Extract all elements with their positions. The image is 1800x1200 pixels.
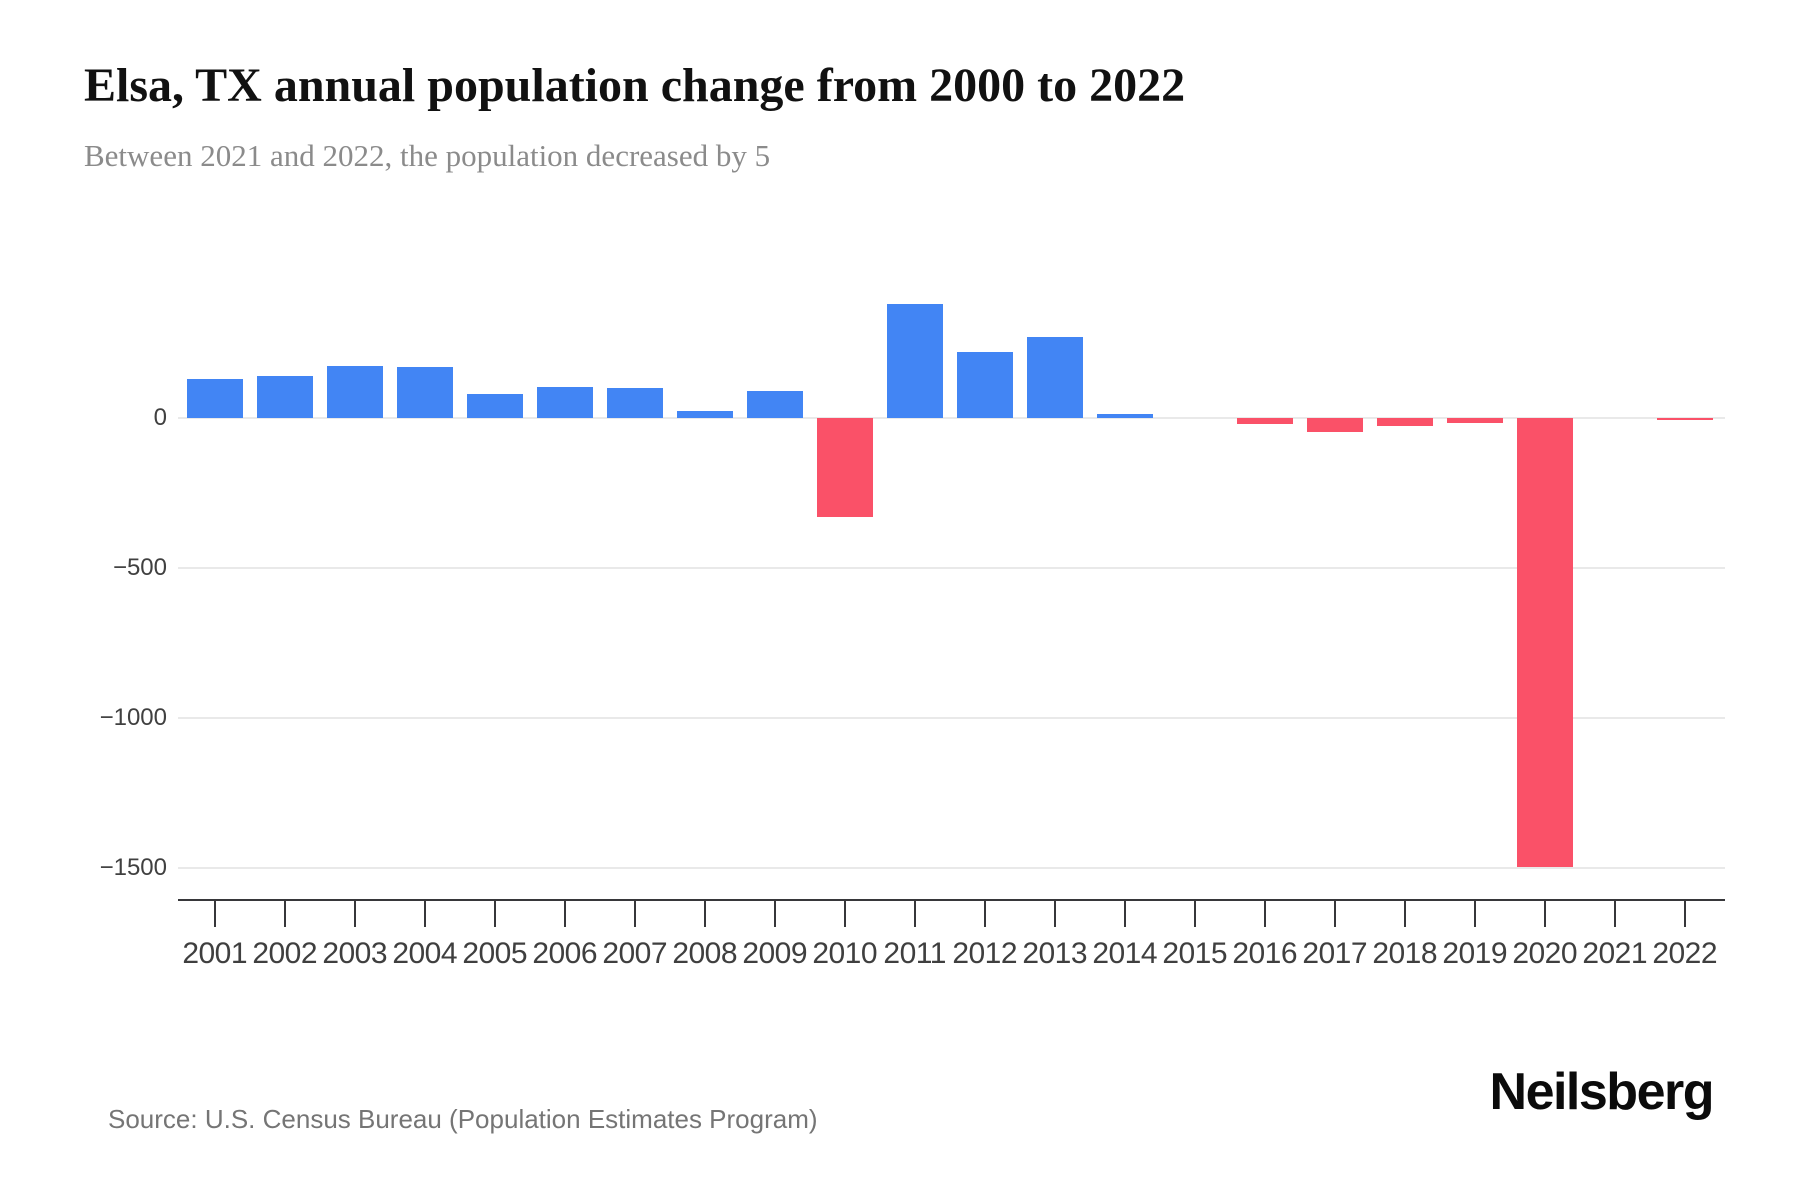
x-tick-2004	[423, 900, 426, 927]
gridline-0	[178, 417, 1725, 419]
gridline--1000	[178, 717, 1725, 719]
x-tick-2005	[493, 900, 496, 927]
bar-2019[interactable]	[1446, 418, 1503, 423]
x-axis-label-2008: 2008	[672, 937, 738, 970]
x-tick-2013	[1053, 900, 1056, 927]
x-axis-label-2006: 2006	[532, 937, 598, 970]
bar-2017[interactable]	[1306, 418, 1363, 432]
x-axis-label-2015: 2015	[1162, 937, 1228, 970]
x-tick-2009	[773, 900, 776, 927]
x-tick-2002	[283, 900, 286, 927]
bar-2010[interactable]	[816, 418, 873, 517]
x-tick-2014	[1123, 900, 1126, 927]
x-axis-line	[178, 899, 1725, 901]
x-tick-2022	[1683, 900, 1686, 927]
x-tick-2016	[1263, 900, 1266, 927]
x-axis-label-2014: 2014	[1092, 937, 1158, 970]
x-axis-label-2016: 2016	[1232, 937, 1298, 970]
x-axis-label-2018: 2018	[1372, 937, 1438, 970]
x-tick-2017	[1333, 900, 1336, 927]
gridline--500	[178, 567, 1725, 569]
x-axis-label-2022: 2022	[1652, 937, 1718, 970]
x-axis-label-2007: 2007	[602, 937, 668, 970]
bar-2003[interactable]	[326, 365, 383, 418]
x-tick-2019	[1473, 900, 1476, 927]
bar-2004[interactable]	[396, 367, 453, 418]
x-tick-2006	[563, 900, 566, 927]
x-axis-label-2009: 2009	[742, 937, 808, 970]
x-axis-label-2011: 2011	[883, 937, 946, 970]
x-axis-label-2013: 2013	[1022, 937, 1088, 970]
chart-title: Elsa, TX annual population change from 2…	[84, 59, 1186, 112]
x-tick-2018	[1403, 900, 1406, 927]
x-tick-2021	[1613, 900, 1616, 927]
x-tick-2001	[213, 900, 216, 927]
x-tick-2007	[633, 900, 636, 927]
x-axis-label-2005: 2005	[462, 937, 528, 970]
x-tick-2003	[353, 900, 356, 927]
x-axis-label-2020: 2020	[1512, 937, 1578, 970]
x-axis-label-2017: 2017	[1302, 937, 1368, 970]
bar-2020[interactable]	[1516, 418, 1573, 867]
x-tick-2020	[1543, 900, 1546, 927]
x-tick-2008	[703, 900, 706, 927]
bar-2007[interactable]	[606, 388, 663, 418]
x-axis-label-2010: 2010	[812, 937, 878, 970]
x-axis-label-2021: 2021	[1582, 937, 1648, 970]
bar-2006[interactable]	[536, 386, 593, 418]
bar-2001[interactable]	[186, 379, 243, 418]
y-axis-label--500: −500	[112, 554, 167, 581]
x-axis-label-2003: 2003	[322, 937, 388, 970]
bar-2018[interactable]	[1376, 418, 1433, 426]
bar-2022[interactable]	[1656, 418, 1713, 420]
bar-2002[interactable]	[256, 376, 313, 418]
gridline--1500	[178, 867, 1725, 869]
neilsberg-logo: Neilsberg	[1489, 1063, 1715, 1121]
chart-subtitle: Between 2021 and 2022, the population de…	[84, 138, 771, 173]
x-tick-2012	[983, 900, 986, 927]
y-axis-label--1500: −1500	[99, 854, 167, 881]
x-tick-2015	[1193, 900, 1196, 927]
x-axis-label-2019: 2019	[1442, 937, 1508, 970]
x-tick-2010	[843, 900, 846, 927]
bar-2016[interactable]	[1236, 418, 1293, 424]
bar-2013[interactable]	[1026, 337, 1083, 418]
y-axis-label-0: 0	[153, 404, 167, 431]
y-axis-label--1000: −1000	[99, 704, 167, 731]
x-tick-2011	[913, 900, 916, 927]
bar-2009[interactable]	[746, 391, 803, 418]
x-axis-label-2001: 2001	[182, 937, 248, 970]
bar-2014[interactable]	[1096, 413, 1153, 418]
bar-2011[interactable]	[886, 304, 943, 418]
x-axis-label-2004: 2004	[392, 937, 458, 970]
x-axis-label-2002: 2002	[252, 937, 318, 970]
bar-2012[interactable]	[956, 352, 1013, 418]
bar-2008[interactable]	[676, 410, 733, 418]
source-note: Source: U.S. Census Bureau (Population E…	[108, 1104, 818, 1134]
x-axis-label-2012: 2012	[952, 937, 1018, 970]
bar-2005[interactable]	[466, 394, 523, 418]
